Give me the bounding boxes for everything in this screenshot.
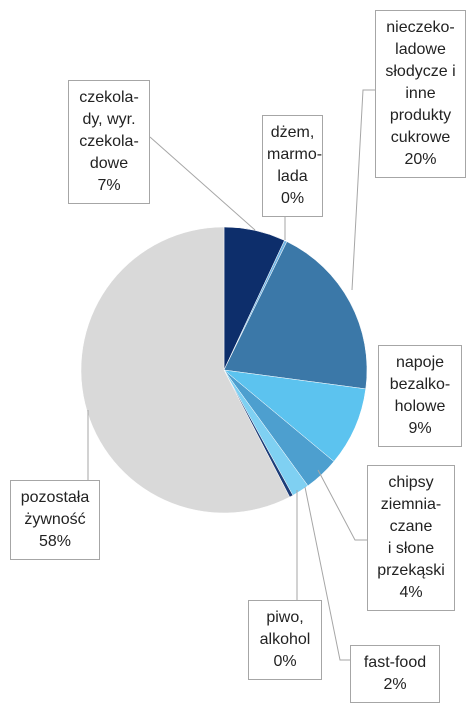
- value-label: 58%: [38, 533, 72, 550]
- category-label: napoje bezalko- holowe: [389, 354, 451, 415]
- value-label: 0%: [273, 653, 297, 670]
- pie-slice: [80, 226, 291, 514]
- data-label: fast-food 2%: [350, 645, 440, 703]
- leader-line: [304, 486, 350, 661]
- category-label: dżem, marmo- lada: [267, 124, 323, 185]
- value-label: 0%: [280, 190, 305, 207]
- data-label: napoje bezalko- holowe 9%: [378, 345, 462, 447]
- leader-line: [351, 89, 375, 291]
- data-label: pozostała żywność 58%: [10, 480, 100, 560]
- category-label: chipsy ziemnia- czane i słone przekąski: [377, 474, 445, 579]
- data-label: dżem, marmo- lada 0%: [262, 115, 323, 217]
- data-label: czekola- dy, wyr. czekola- dowe 7%: [68, 80, 150, 204]
- data-label: piwo, alkohol 0%: [248, 600, 322, 680]
- category-label: nieczeko- ladowe słodycze i inne produkt…: [385, 19, 456, 146]
- category-label: pozostała żywność: [20, 489, 90, 528]
- category-label: czekola- dy, wyr. czekola- dowe: [79, 89, 139, 172]
- category-label: piwo, alkohol: [259, 609, 311, 648]
- pie-slice: [223, 369, 367, 462]
- value-label: 2%: [383, 676, 407, 693]
- data-label: chipsy ziemnia- czane i słone przekąski 4…: [367, 465, 455, 611]
- value-label: 4%: [399, 584, 423, 601]
- data-label: nieczeko- ladowe słodycze i inne produkt…: [375, 10, 466, 178]
- pie-slice: [223, 241, 368, 390]
- value-label: 9%: [408, 420, 432, 437]
- leader-line: [317, 469, 367, 541]
- leader-line: [149, 136, 256, 231]
- category-label: fast-food: [363, 654, 427, 671]
- value-label: 7%: [97, 177, 121, 194]
- leader-lines: [87, 89, 375, 661]
- value-label: 20%: [404, 151, 437, 168]
